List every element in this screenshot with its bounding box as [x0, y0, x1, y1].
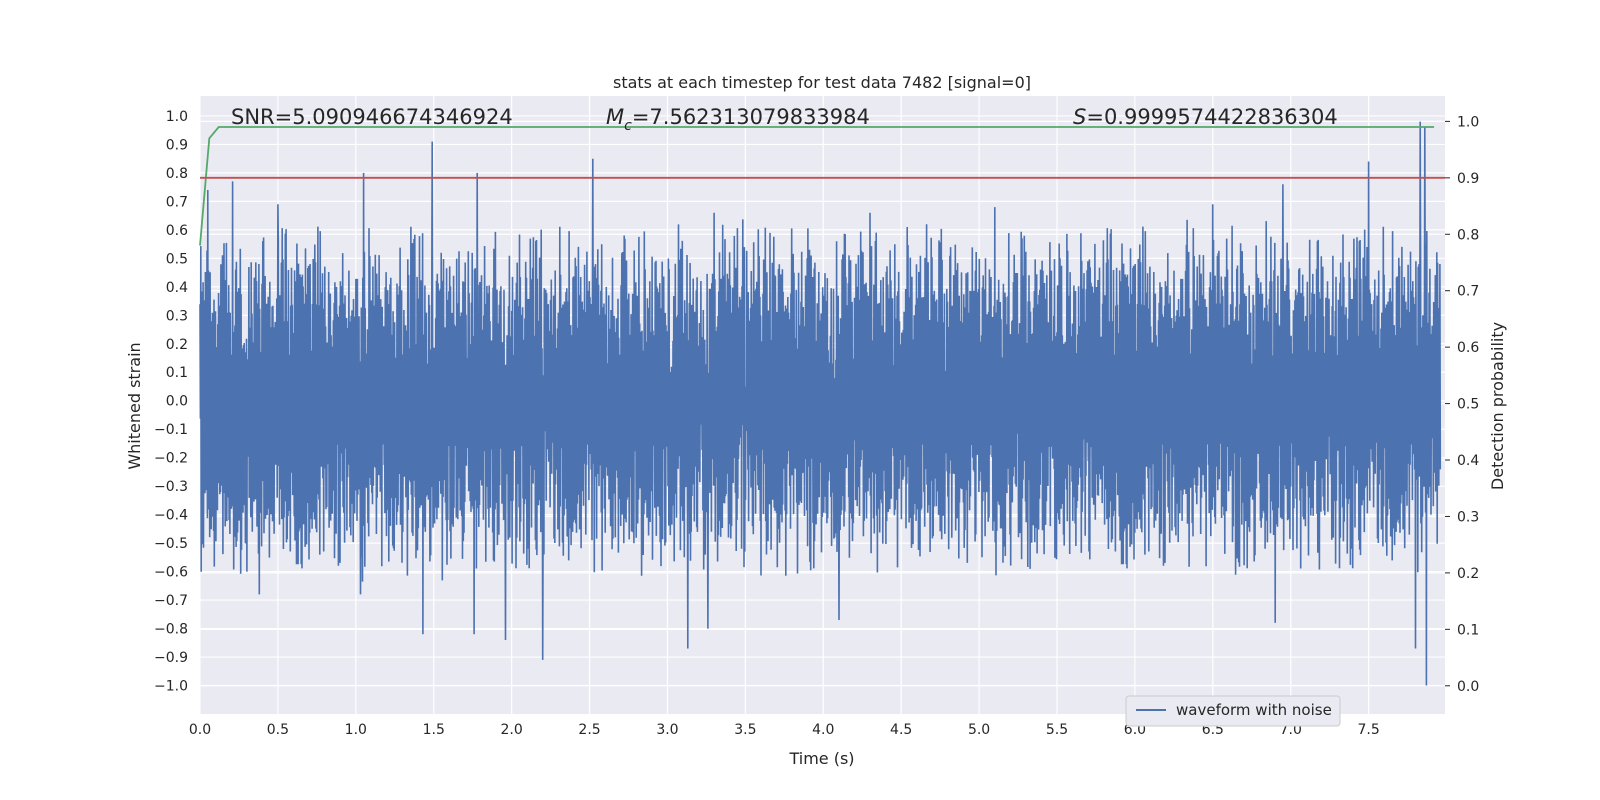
y-tick-label: 0.7 — [166, 194, 188, 210]
x-tick-label: 4.0 — [812, 722, 834, 738]
y2-tick-label: 0.5 — [1457, 397, 1479, 413]
y-tick-label: 0.4 — [166, 280, 188, 296]
waveform-line — [199, 121, 1442, 686]
x-tick-label: 2.5 — [578, 722, 600, 738]
x-tick-label: 7.5 — [1358, 722, 1380, 738]
probability-lines — [199, 126, 1445, 246]
legend-label: waveform with noise — [1176, 701, 1332, 719]
x-tick-label: 5.5 — [1046, 722, 1068, 738]
x-tick-label: 4.5 — [890, 722, 912, 738]
y2-tick-label: 0.7 — [1457, 284, 1479, 300]
y-axis-ticks: 1.0 0.9 0.8 0.7 0.6 0.5 0.4 0.3 0.2 0.1 0.0 −0.1 −0.… — [154, 109, 188, 695]
s-symbol: S — [1073, 105, 1086, 129]
x-tick-label: 1.5 — [423, 722, 445, 738]
y-tick-label: 0.1 — [166, 365, 188, 381]
y-tick-label: −0.5 — [154, 536, 188, 552]
y-tick-label: 0.2 — [166, 337, 188, 353]
y-tick-label: 0.0 — [166, 394, 188, 410]
y-tick-label: −0.8 — [154, 622, 188, 638]
y-tick-label: 1.0 — [166, 109, 188, 125]
y2-tick-label: 0.4 — [1457, 453, 1479, 469]
chirp-mass-value: =7.562313079833984 — [632, 105, 870, 129]
y-tick-label: −0.3 — [154, 479, 188, 495]
x-tick-label: 3.5 — [734, 722, 756, 738]
y-tick-label: −0.1 — [154, 422, 188, 438]
y-tick-label: −0.4 — [154, 508, 188, 524]
y-tick-label: 0.8 — [166, 166, 188, 182]
s-annotation: S=0.9999574422836304 — [1073, 105, 1338, 129]
s-value: =0.9999574422836304 — [1086, 105, 1337, 129]
chirp-mass-subscript: c — [624, 118, 632, 134]
y2-tick-label: 0.6 — [1457, 340, 1479, 356]
y2-axis-label: Detection probability — [1488, 322, 1507, 490]
x-tick-label: 0.0 — [189, 722, 211, 738]
y2-tick-label: 0.2 — [1457, 566, 1479, 582]
x-axis-label: Time (s) — [788, 749, 854, 768]
y-tick-label: −1.0 — [154, 679, 188, 695]
y-tick-label: 0.5 — [166, 251, 188, 267]
y2-tick-label: 0.8 — [1457, 227, 1479, 243]
x-tick-label: 0.5 — [267, 722, 289, 738]
y2-tick-label: 0.9 — [1457, 171, 1479, 187]
chirp-mass-annotation: Mc=7.562313079833984 — [606, 105, 870, 134]
y-tick-label: 0.6 — [166, 223, 188, 239]
legend-box — [1125, 695, 1341, 727]
y-axis-label: Whitened strain — [125, 342, 144, 469]
y-tick-label: −0.9 — [154, 650, 188, 666]
waveform-series — [199, 121, 1442, 686]
y-tick-label: 0.3 — [166, 308, 188, 324]
chart-title: stats at each timestep for test data 748… — [613, 73, 1031, 92]
legend: waveform with noise — [1125, 695, 1341, 727]
y-tick-label: −0.2 — [154, 451, 188, 467]
y2-tick-label: 0.0 — [1457, 679, 1479, 695]
y2-tick-label: 0.1 — [1457, 622, 1479, 638]
x-tick-label: 1.0 — [345, 722, 367, 738]
y2-tick-label: 0.3 — [1457, 509, 1479, 525]
chirp-mass-symbol: M — [606, 105, 624, 129]
x-tick-label: 5.0 — [968, 722, 990, 738]
snr-annotation: SNR=5.090946674346924 — [231, 105, 513, 129]
x-tick-label: 3.0 — [656, 722, 678, 738]
probability-line — [199, 126, 1435, 246]
y2-tick-label: 1.0 — [1457, 114, 1479, 130]
y2-axis-ticks: 1.0 0.9 0.8 0.7 0.6 0.5 0.4 0.3 0.2 0.1 0.0 — [1445, 114, 1479, 695]
y-tick-label: −0.6 — [154, 565, 188, 581]
y-tick-label: 0.9 — [166, 137, 188, 153]
x-tick-label: 2.0 — [501, 722, 523, 738]
y-tick-label: −0.7 — [154, 593, 188, 609]
